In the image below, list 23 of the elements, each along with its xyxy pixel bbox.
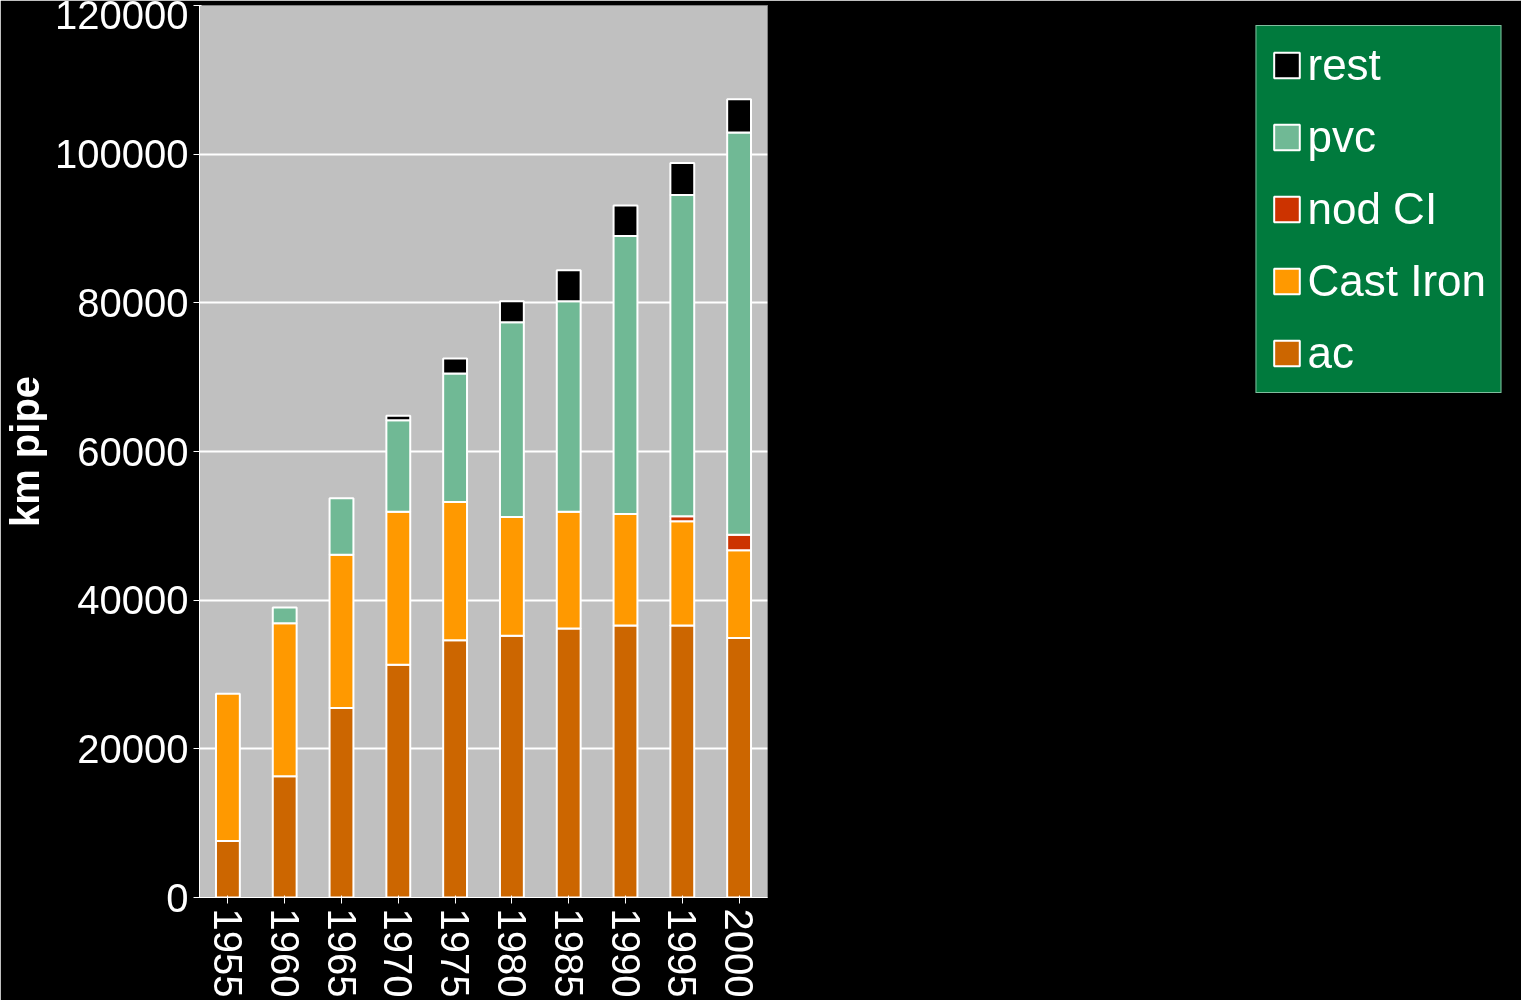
y-tick-label: 0 [166, 875, 189, 920]
legend-label: ac [1307, 328, 1354, 378]
x-tick-label: 1990 [603, 908, 648, 998]
x-tick-label: 1970 [376, 908, 421, 998]
x-tick-label: 1960 [262, 908, 307, 998]
x-tick-label: 2000 [717, 908, 762, 998]
y-tick-label: 80000 [77, 280, 189, 325]
legend-label: Cast Iron [1307, 256, 1486, 306]
y-tick-label: 60000 [77, 429, 189, 474]
y-tick-label: 20000 [77, 726, 189, 771]
x-tick-label: 1975 [433, 908, 478, 998]
legend-label: rest [1307, 40, 1381, 90]
legend-label: nod CI [1307, 184, 1438, 234]
x-tick-label: 1980 [489, 908, 534, 998]
legend-label: pvc [1307, 112, 1376, 162]
y-tick-label: 100000 [55, 132, 189, 177]
y-axis-title: km pipe [3, 375, 48, 528]
x-tick-label: 1955 [205, 908, 250, 998]
y-tick-label: 120000 [55, 0, 189, 37]
x-tick-label: 1965 [319, 908, 364, 998]
y-tick-label: 40000 [77, 578, 189, 623]
x-tick-label: 1985 [546, 908, 591, 998]
x-tick-label: 1995 [660, 908, 705, 998]
